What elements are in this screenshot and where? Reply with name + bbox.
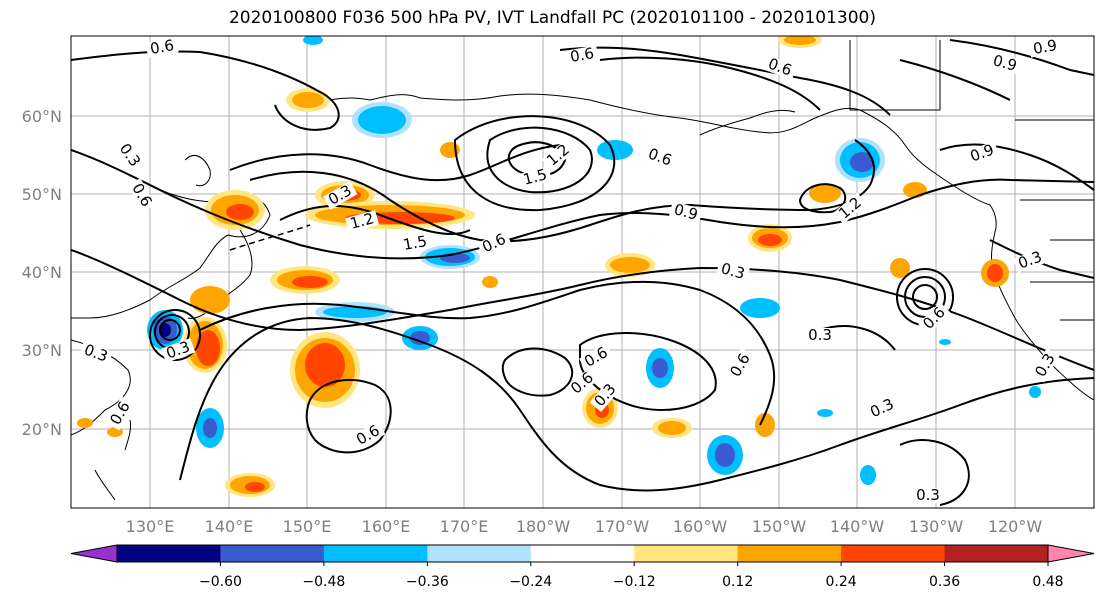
colorbar-tick-label: 0.12 bbox=[722, 574, 753, 590]
contour-label-bg bbox=[145, 37, 179, 58]
contour-label: 0.9 bbox=[672, 200, 700, 224]
contour-label: 0.3 bbox=[808, 326, 832, 344]
contour-label-bg bbox=[762, 55, 797, 80]
contour-label-bg bbox=[987, 52, 1022, 75]
colorbar-extend-low bbox=[70, 544, 118, 563]
colorbar-tick-label: −0.60 bbox=[199, 574, 242, 590]
lon-label: 140°W bbox=[830, 517, 885, 536]
contour-label-bg bbox=[804, 328, 836, 343]
lon-label: 130°E bbox=[126, 517, 175, 536]
contour-label-bg bbox=[161, 338, 196, 363]
contour-label: 1.2 bbox=[348, 209, 376, 233]
lat-label: 20°N bbox=[22, 420, 62, 439]
contour-label-bg bbox=[965, 141, 1000, 166]
colorbar-tick-label: −0.12 bbox=[613, 574, 656, 590]
contour-label-bg bbox=[78, 341, 113, 366]
longitude-labels: 130°E 140°E 150°E 160°E 170°E 180°W 170°… bbox=[126, 517, 1043, 536]
contour-label-bg bbox=[1031, 348, 1060, 383]
contour-label-bg bbox=[1028, 37, 1062, 58]
dashed-contour bbox=[229, 224, 311, 251]
contour-label-bg bbox=[565, 367, 600, 400]
lat-label: 40°N bbox=[22, 263, 62, 282]
colorbar-segment bbox=[530, 545, 635, 562]
contour-label-bg bbox=[345, 210, 380, 233]
contour-label-bg bbox=[668, 201, 703, 224]
contour-label: 0.9 bbox=[1032, 36, 1059, 58]
contour-label-bg bbox=[642, 145, 677, 170]
colorbar-tick-label: −0.24 bbox=[509, 574, 552, 590]
contour-label: 0.3 bbox=[719, 259, 747, 283]
contour-label-bg bbox=[398, 233, 432, 254]
lon-label: 150°E bbox=[283, 517, 332, 536]
colorbar-frame bbox=[116, 544, 1049, 563]
contour-label: 1.5 bbox=[402, 232, 429, 254]
latitude-labels: 60°N 50°N 40°N 30°N 20°N bbox=[22, 107, 62, 439]
contour-label-bg bbox=[918, 302, 951, 335]
contour-labels: 0.6 0.6 0.60.90.90.30.61.20.31.51.51.20.9 1… bbox=[78, 36, 1062, 504]
contour-label: 0.6 bbox=[569, 44, 596, 66]
contour-label-bg bbox=[833, 192, 868, 225]
contour-label-bg bbox=[127, 178, 156, 213]
contour-label-bg bbox=[1013, 248, 1048, 273]
contour-label-bg bbox=[114, 138, 145, 173]
pv-contours bbox=[71, 39, 1094, 506]
contour-label-bg bbox=[476, 230, 512, 257]
colorbar-tick-label: 0.36 bbox=[929, 574, 960, 590]
colorbar-extend-high bbox=[1047, 544, 1095, 563]
colorbar-tick-label: −0.36 bbox=[406, 574, 449, 590]
contour-label-bg bbox=[565, 45, 599, 66]
lat-label: 30°N bbox=[22, 341, 62, 360]
colorbar-segment bbox=[944, 545, 1049, 562]
lon-label: 160°E bbox=[362, 517, 411, 536]
lon-label: 180°W bbox=[516, 517, 571, 536]
lat-label: 50°N bbox=[22, 185, 62, 204]
contour-label-bg bbox=[715, 260, 750, 283]
contour-label-bg bbox=[912, 488, 944, 503]
colorbar-segment bbox=[737, 545, 842, 562]
colorbar-tick-label: 0.48 bbox=[1032, 574, 1063, 590]
lon-label: 140°E bbox=[205, 517, 254, 536]
colorbar-segment bbox=[841, 545, 946, 562]
colorbar-segment bbox=[634, 545, 739, 562]
contour-label-bg bbox=[351, 421, 386, 450]
colorbar bbox=[70, 544, 1095, 563]
lon-label: 160°W bbox=[673, 517, 728, 536]
lon-label: 150°W bbox=[752, 517, 807, 536]
contour-label: 0.9 bbox=[991, 51, 1019, 75]
contour-label-bg bbox=[589, 378, 622, 413]
lon-label: 170°W bbox=[595, 517, 650, 536]
contour-label-bg bbox=[541, 139, 576, 172]
colorbar-segment bbox=[323, 545, 428, 562]
lon-label: 130°W bbox=[909, 517, 964, 536]
contour-label: 0.6 bbox=[149, 36, 176, 58]
map-frame bbox=[70, 35, 1095, 509]
colorbar-ticks: −0.60 −0.48 −0.36 −0.24 −0.12 0.12 0.24 0.36 0.4… bbox=[199, 562, 1064, 590]
colorbar-segment bbox=[117, 545, 221, 562]
pv-shading bbox=[77, 36, 1041, 497]
lon-label: 120°W bbox=[988, 517, 1043, 536]
lon-label: 170°E bbox=[440, 517, 489, 536]
contour-label-bg bbox=[518, 166, 553, 189]
contour-label-bg bbox=[106, 396, 135, 431]
contour-label: 0.3 bbox=[916, 486, 940, 504]
colorbar-segment bbox=[427, 545, 532, 562]
colorbar-tick-label: −0.48 bbox=[302, 574, 345, 590]
lat-label: 60°N bbox=[22, 107, 62, 126]
colorbar-segment bbox=[220, 545, 325, 562]
contour-label-bg bbox=[864, 395, 900, 422]
contour-label-bg bbox=[323, 181, 358, 210]
contour-label-bg bbox=[726, 348, 755, 383]
map-title: 2020100800 F036 500 hPa PV, IVT Landfall… bbox=[228, 8, 876, 28]
colorbar-tick-label: 0.24 bbox=[826, 574, 857, 590]
contour-label-bg bbox=[579, 343, 614, 372]
contour-label: 1.5 bbox=[521, 165, 549, 189]
